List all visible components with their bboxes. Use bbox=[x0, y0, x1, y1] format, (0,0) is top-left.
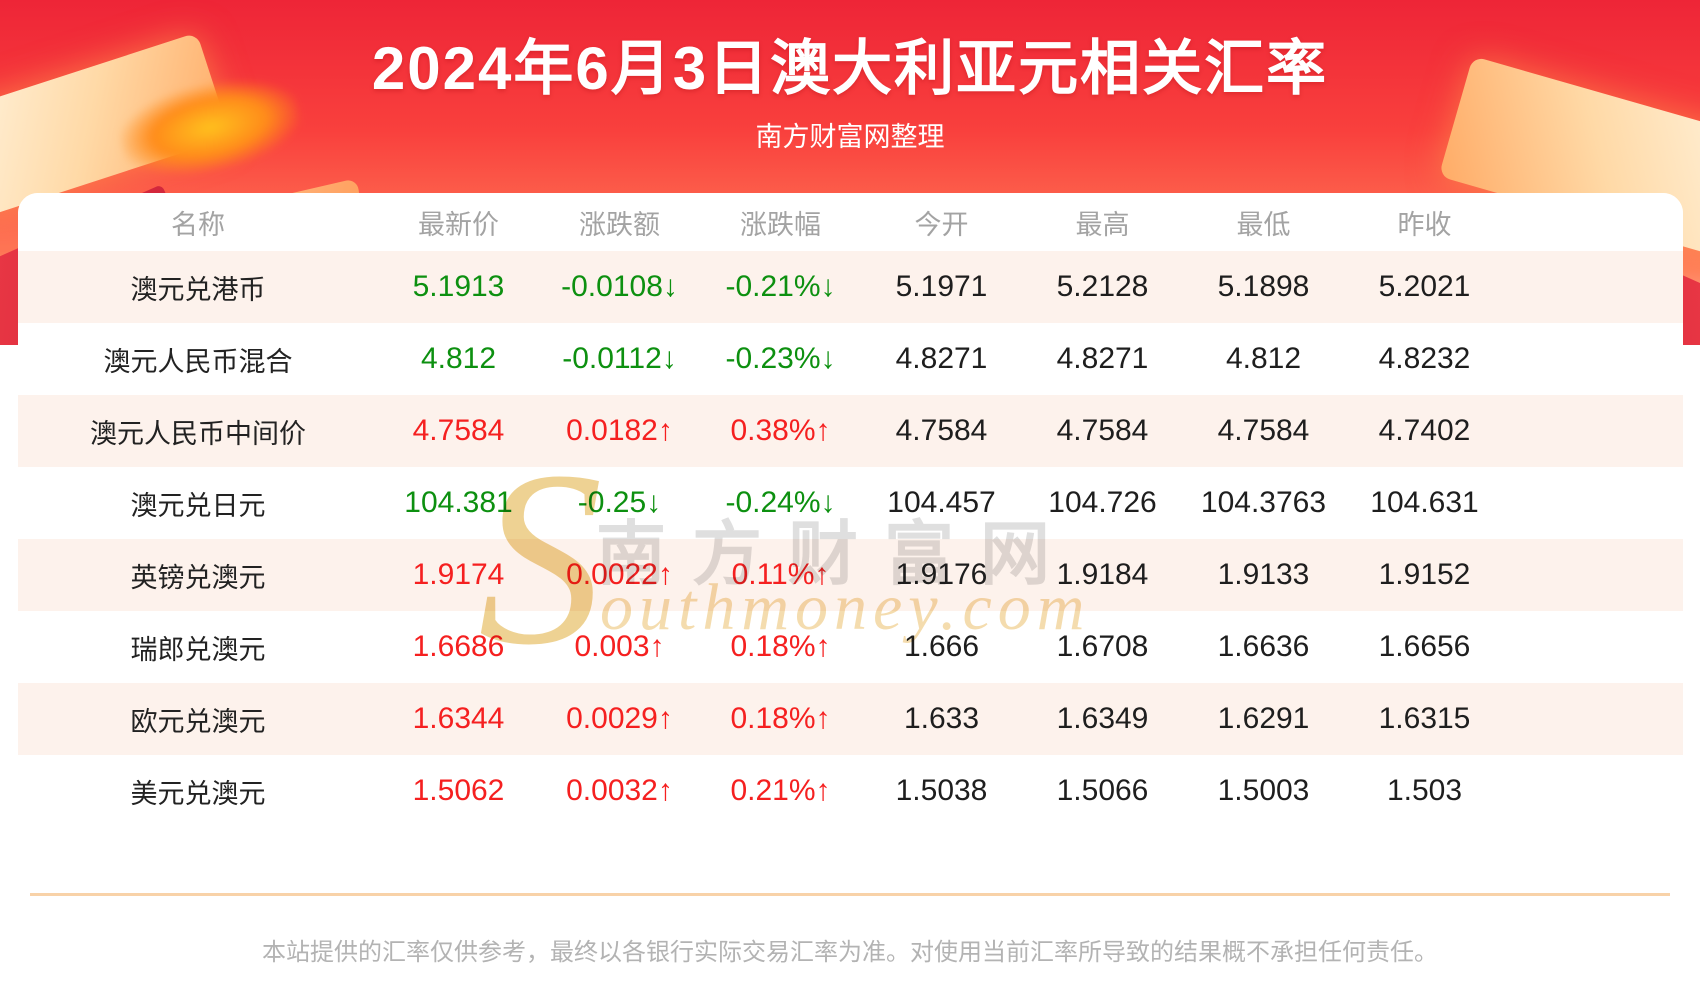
rate-value: 0.21%↑ bbox=[730, 774, 831, 807]
rate-value: -0.25↓ bbox=[577, 486, 662, 519]
rate-value: -0.23%↓ bbox=[725, 342, 836, 375]
rate-value: 1.6315 bbox=[1378, 702, 1471, 735]
rate-value: 104.3763 bbox=[1200, 486, 1327, 519]
rate-value: 4.8232 bbox=[1378, 342, 1471, 375]
rate-value: 1.5066 bbox=[1056, 774, 1149, 807]
rate-value: 5.2128 bbox=[1056, 270, 1149, 303]
rate-value: 0.18%↑ bbox=[730, 630, 831, 663]
rate-value: 1.6344 bbox=[412, 702, 505, 735]
rate-value: 5.1971 bbox=[895, 270, 988, 303]
rate-value: 0.38%↑ bbox=[730, 414, 831, 447]
table-row: 澳元人民币混合 4.812 -0.0112↓ -0.23%↓ 4.8271 4.8271 4… bbox=[18, 323, 1683, 395]
disclaimer-text: 本站提供的汇率仅供参考，最终以各银行实际交易汇率为准。对使用当前汇率所导致的结果… bbox=[262, 939, 1438, 966]
rate-value: 0.11%↑ bbox=[731, 558, 830, 591]
rate-value: 4.7584 bbox=[412, 414, 505, 447]
currency-pair-name: 澳元兑日元 bbox=[130, 490, 266, 521]
rate-value: 1.666 bbox=[903, 630, 980, 663]
rate-value: -0.0112↓ bbox=[562, 342, 677, 375]
rate-value: 104.457 bbox=[887, 486, 996, 519]
table-row: 欧元兑澳元 1.6344 0.0029↑ 0.18%↑ 1.633 1.6349 1.629… bbox=[18, 683, 1683, 755]
column-header-change-pct: 涨跌幅 bbox=[740, 209, 821, 240]
table-body: 澳元兑港币 5.1913 -0.0108↓ -0.21%↓ 5.1971 5.2128 5.… bbox=[18, 251, 1683, 827]
rate-value: 0.0029↑ bbox=[566, 702, 673, 735]
rate-value: 1.6656 bbox=[1378, 630, 1471, 663]
table-row: 英镑兑澳元 1.9174 0.0022↑ 0.11%↑ 1.9176 1.9184 1.91… bbox=[18, 539, 1683, 611]
rate-value: 1.6636 bbox=[1217, 630, 1310, 663]
table-row: 澳元兑日元 104.381 -0.25↓ -0.24%↓ 104.457 104.726 1… bbox=[18, 467, 1683, 539]
rate-value: 5.1898 bbox=[1217, 270, 1310, 303]
rate-value: 1.5062 bbox=[412, 774, 505, 807]
currency-pair-name: 瑞郎兑澳元 bbox=[130, 634, 266, 665]
currency-pair-name: 澳元人民币混合 bbox=[103, 346, 293, 377]
currency-pair-name: 美元兑澳元 bbox=[130, 778, 266, 809]
rate-value: 4.7584 bbox=[1056, 414, 1149, 447]
rate-value: -0.0108↓ bbox=[561, 270, 678, 303]
rate-value: 4.7584 bbox=[895, 414, 988, 447]
currency-pair-name: 欧元兑澳元 bbox=[130, 706, 266, 737]
rates-table-card: 名称 最新价 涨跌额 涨跌幅 今开 最高 最低 昨收 澳元兑港币 5.1913 -0… bbox=[18, 193, 1683, 827]
rate-value: 4.8271 bbox=[895, 342, 988, 375]
rate-value: 4.812 bbox=[420, 342, 497, 375]
rate-value: 1.9133 bbox=[1217, 558, 1310, 591]
rate-value: 1.6349 bbox=[1056, 702, 1149, 735]
rate-value: 1.633 bbox=[903, 702, 980, 735]
footer-divider-line bbox=[30, 893, 1670, 896]
column-header-high: 最高 bbox=[1075, 209, 1130, 240]
rate-value: 4.8271 bbox=[1056, 342, 1149, 375]
rate-value: 0.0182↑ bbox=[566, 414, 673, 447]
rate-value: 1.5038 bbox=[895, 774, 988, 807]
rate-value: 0.0022↑ bbox=[566, 558, 673, 591]
rate-value: 104.726 bbox=[1048, 486, 1157, 519]
rate-value: 4.7584 bbox=[1217, 414, 1310, 447]
rate-value: 1.6708 bbox=[1056, 630, 1149, 663]
currency-pair-name: 英镑兑澳元 bbox=[130, 562, 266, 593]
column-header-latest: 最新价 bbox=[418, 209, 499, 240]
rate-value: 1.9152 bbox=[1378, 558, 1471, 591]
rate-value: 1.9184 bbox=[1056, 558, 1149, 591]
column-header-change: 涨跌额 bbox=[579, 209, 660, 240]
rate-value: 104.631 bbox=[1370, 486, 1479, 519]
rate-value: 0.18%↑ bbox=[730, 702, 831, 735]
table-row: 澳元人民币中间价 4.7584 0.0182↑ 0.38%↑ 4.7584 4.7584 4… bbox=[18, 395, 1683, 467]
rate-value: -0.24%↓ bbox=[725, 486, 836, 519]
page-title: 2024年6月3日澳大利亚元相关汇率 bbox=[371, 35, 1329, 102]
table-row: 澳元兑港币 5.1913 -0.0108↓ -0.21%↓ 5.1971 5.2128 5.… bbox=[18, 251, 1683, 323]
table-row: 瑞郎兑澳元 1.6686 0.003↑ 0.18%↑ 1.666 1.6708 1.6636… bbox=[18, 611, 1683, 683]
rate-value: 0.003↑ bbox=[574, 630, 665, 663]
table-header-row: 名称 最新价 涨跌额 涨跌幅 今开 最高 最低 昨收 bbox=[18, 193, 1683, 251]
page-subtitle: 南方财富网整理 bbox=[755, 122, 945, 152]
rate-value: 1.503 bbox=[1386, 774, 1463, 807]
column-header-prev-close: 昨收 bbox=[1397, 209, 1452, 240]
rate-value: 1.9174 bbox=[412, 558, 505, 591]
rate-value: 4.7402 bbox=[1378, 414, 1471, 447]
table-row: 美元兑澳元 1.5062 0.0032↑ 0.21%↑ 1.5038 1.5066 1.50… bbox=[18, 755, 1683, 827]
rate-value: -0.21%↓ bbox=[725, 270, 836, 303]
rate-value: 1.6291 bbox=[1217, 702, 1310, 735]
rate-value: 104.381 bbox=[404, 486, 513, 519]
rate-value: 1.6686 bbox=[412, 630, 505, 663]
rate-value: 1.9176 bbox=[895, 558, 988, 591]
rate-value: 5.1913 bbox=[412, 270, 505, 303]
column-header-open: 今开 bbox=[914, 209, 969, 240]
rate-value: 1.5003 bbox=[1217, 774, 1310, 807]
currency-pair-name: 澳元兑港币 bbox=[130, 274, 266, 305]
column-header-low: 最低 bbox=[1236, 209, 1291, 240]
rate-value: 4.812 bbox=[1225, 342, 1302, 375]
column-header-name: 名称 bbox=[171, 209, 225, 240]
rate-value: 5.2021 bbox=[1378, 270, 1471, 303]
rate-value: 0.0032↑ bbox=[566, 774, 673, 807]
currency-pair-name: 澳元人民币中间价 bbox=[90, 418, 306, 449]
